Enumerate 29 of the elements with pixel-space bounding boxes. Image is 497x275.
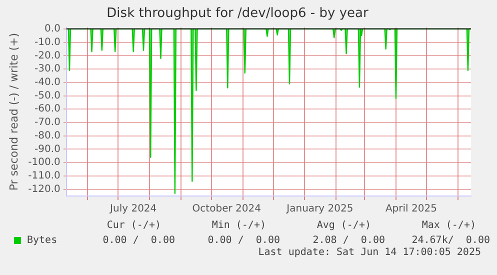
y-tick-label: -80.0	[34, 130, 60, 142]
y-tick-label: -70.0	[34, 117, 60, 128]
text: Min (-/+)	[210, 220, 266, 231]
text: Last update: Sat Jun 14 17:00:05 2025	[257, 247, 482, 260]
legend-label: Bytes	[27, 234, 58, 246]
x-tick-label: October 2024	[192, 204, 261, 215]
y-tick-label: -60.0	[34, 104, 60, 115]
y-tick-label: 0.0	[44, 24, 60, 35]
x-tick-label: January 2025	[286, 204, 354, 215]
y-tick-label: -40.0	[34, 76, 60, 88]
y-tick-label: -120.0	[28, 184, 60, 195]
text: 0.00 / 0.00	[206, 234, 280, 246]
y-tick-label: -100.0	[28, 157, 60, 168]
x-tick-label: July 2024	[109, 204, 157, 215]
text: 0.00 / 0.00	[102, 234, 175, 246]
y-tick-label: -30.0	[34, 64, 60, 75]
text: 24.67k/ 0.00	[410, 234, 490, 246]
y-axis-title: Pr second read (-) / write (+)	[7, 32, 20, 191]
y-tick-label: -90.0	[34, 144, 60, 155]
y-tick-label: -110.0	[28, 170, 60, 182]
y-tick-label: -20.0	[34, 50, 60, 62]
x-tick-label: April 2025	[385, 204, 437, 215]
chart-title: Disk throughput for /dev/loop6 - by year	[106, 6, 369, 22]
text: Cur (-/+)	[106, 220, 161, 231]
text: 2.08 / 0.00	[312, 234, 385, 246]
y-tick-label: -10.0	[34, 36, 60, 48]
y-tick-label: -50.0	[34, 90, 60, 102]
text: Max (-/+)	[420, 220, 476, 231]
text: Avg (-/+)	[316, 220, 371, 231]
